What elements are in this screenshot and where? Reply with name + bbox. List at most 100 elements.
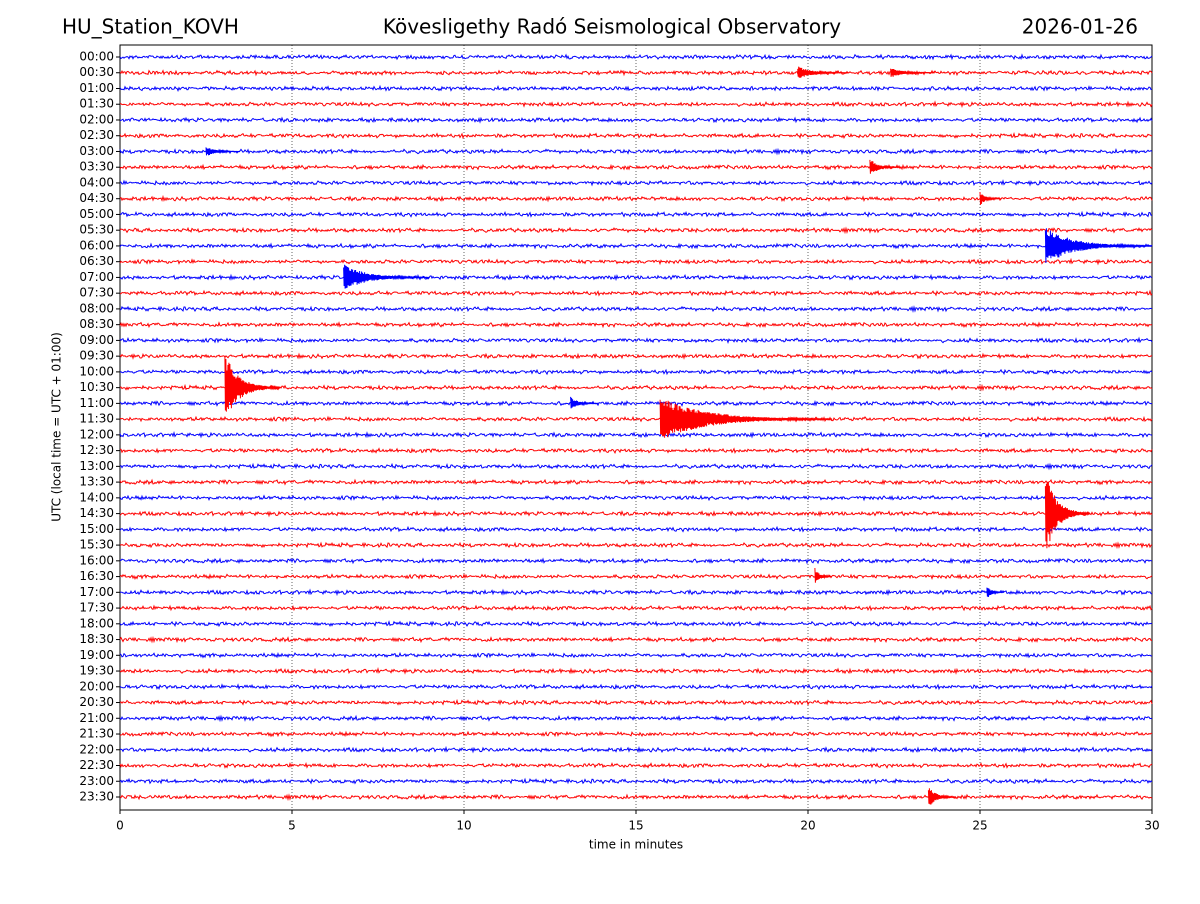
- y-tick-label: 19:00: [79, 648, 114, 662]
- trace: [119, 557, 1153, 565]
- y-tick-label: 13:00: [79, 459, 114, 473]
- seismic-event: [869, 159, 901, 174]
- trace: [119, 651, 1153, 659]
- y-tick-label: 07:00: [79, 270, 114, 284]
- y-tick-label: 22:30: [79, 758, 114, 772]
- x-tick-label: 0: [116, 819, 124, 833]
- y-tick-label: 09:00: [79, 333, 114, 347]
- trace: [119, 494, 1153, 502]
- trace: [119, 163, 1153, 171]
- trace: [119, 352, 1153, 360]
- y-tick-label: 20:30: [79, 695, 114, 709]
- trace: [119, 84, 1153, 92]
- trace: [119, 777, 1153, 785]
- y-tick-label: 23:30: [79, 790, 114, 804]
- y-tick-label: 05:30: [79, 223, 114, 237]
- trace: [119, 179, 1153, 187]
- x-tick-label: 5: [288, 819, 296, 833]
- y-tick-label: 18:30: [79, 632, 114, 646]
- y-tick-label: 06:00: [79, 238, 114, 252]
- x-axis-label: time in minutes: [589, 838, 683, 852]
- station-name: HU_Station_KOVH: [62, 15, 239, 39]
- x-tick-label: 15: [628, 819, 643, 833]
- x-tick-label: 10: [456, 819, 471, 833]
- x-tick-label: 30: [1144, 819, 1159, 833]
- trace: [119, 714, 1153, 723]
- trace: [119, 383, 1153, 392]
- y-axis-label: UTC (local time = UTC + 01:00): [50, 332, 64, 522]
- y-tick-label: 01:00: [79, 81, 114, 95]
- y-tick-label: 18:00: [79, 616, 114, 630]
- trace: [119, 431, 1153, 439]
- trace: [119, 667, 1153, 675]
- y-tick-label: 08:00: [79, 301, 114, 315]
- y-tick-label: 20:00: [79, 679, 114, 693]
- trace: [119, 745, 1153, 754]
- y-tick-label: 08:30: [79, 317, 114, 331]
- y-tick-label: 21:00: [79, 711, 114, 725]
- y-tick-label: 02:30: [79, 128, 114, 142]
- trace: [119, 509, 1153, 518]
- y-tick-label: 10:00: [79, 364, 114, 378]
- trace: [119, 620, 1153, 628]
- y-tick-label: 13:30: [79, 475, 114, 489]
- y-tick-label: 17:00: [79, 585, 114, 599]
- trace: [119, 273, 1153, 282]
- y-tick-label: 16:30: [79, 569, 114, 583]
- trace: [119, 336, 1153, 344]
- y-tick-label: 02:00: [79, 112, 114, 126]
- y-tick-label: 14:00: [79, 490, 114, 504]
- trace: [119, 415, 1153, 423]
- y-tick-label: 05:00: [79, 207, 114, 221]
- y-tick-label: 21:30: [79, 727, 114, 741]
- trace: [119, 588, 1153, 597]
- y-tick-label: 23:00: [79, 774, 114, 788]
- seismic-event: [986, 587, 1005, 598]
- y-tick-label: 01:30: [79, 97, 114, 111]
- y-tick-label: 04:30: [79, 191, 114, 205]
- trace: [119, 305, 1153, 313]
- y-tick-label: 16:00: [79, 553, 114, 567]
- y-tick-label: 12:00: [79, 427, 114, 441]
- seismic-event: [814, 567, 833, 583]
- trace: [119, 462, 1153, 471]
- trace: [119, 321, 1153, 329]
- trace: [119, 132, 1153, 140]
- trace: [119, 53, 1153, 61]
- seismic-event: [659, 399, 833, 438]
- x-tick-label: 25: [972, 819, 987, 833]
- trace: [119, 635, 1152, 644]
- trace: [119, 289, 1153, 297]
- trace: [119, 604, 1153, 612]
- y-tick-label: 06:30: [79, 254, 114, 268]
- y-tick-label: 12:30: [79, 443, 114, 457]
- trace: [119, 525, 1153, 533]
- y-tick-label: 14:30: [79, 506, 114, 520]
- y-tick-label: 19:30: [79, 664, 114, 678]
- seismic-event: [927, 788, 957, 805]
- seismic-event: [205, 147, 241, 156]
- y-tick-label: 22:00: [79, 742, 114, 756]
- y-tick-label: 15:30: [79, 538, 114, 552]
- seismic-event: [797, 66, 850, 78]
- y-tick-label: 15:00: [79, 522, 114, 536]
- trace: [119, 210, 1153, 218]
- seismic-event: [570, 396, 599, 409]
- trace: [119, 447, 1153, 455]
- trace: [119, 69, 1153, 77]
- y-tick-label: 03:30: [79, 160, 114, 174]
- trace: [119, 257, 1153, 266]
- seismic-event: [1044, 228, 1153, 264]
- trace: [119, 761, 1153, 769]
- trace: [119, 226, 1153, 235]
- x-tick-label: 20: [800, 819, 815, 833]
- trace: [119, 147, 1153, 156]
- y-tick-label: 11:00: [79, 396, 114, 410]
- chart-date: 2026-01-26: [1022, 15, 1138, 39]
- y-tick-label: 07:30: [79, 286, 114, 300]
- y-tick-label: 00:30: [79, 65, 114, 79]
- seismic-event: [224, 356, 281, 412]
- trace: [119, 399, 1153, 407]
- y-tick-label: 00:00: [79, 50, 114, 64]
